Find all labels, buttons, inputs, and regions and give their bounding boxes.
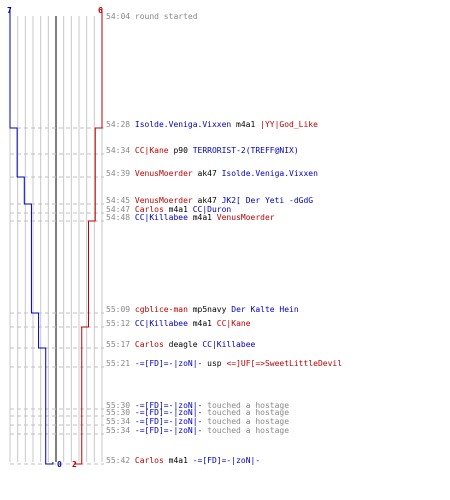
event-message: touched a hostage <box>202 408 290 417</box>
weapon-name: ak47 <box>192 169 222 178</box>
ct-player-name: -=[FD]=-|zoN|- <box>134 359 203 368</box>
ct-player-name: CC|Killabee <box>134 319 188 328</box>
t-start-count: 6 <box>98 6 103 15</box>
ct-player-name: Der Kalte Hein <box>231 305 299 314</box>
t-player-name: cgblice-man <box>134 305 188 314</box>
event-row: 55:30 -=[FD]=-|zoN|- touched a hostage <box>106 401 289 410</box>
event-row: 55:34 -=[FD]=-|zoN|- touched a hostage <box>106 417 289 426</box>
ct-player-name: -=[FD]=-|zoN|- <box>134 408 203 417</box>
weapon-name: m4a1 <box>163 456 193 465</box>
event-row: 55:09 cgblice-man mp5navy Der Kalte Hein <box>106 305 299 314</box>
event-row: 54:04 round started <box>106 12 198 21</box>
event-row: 55:34 -=[FD]=-|zoN|- touched a hostage <box>106 426 289 435</box>
ct-player-name: Isolde.Veniga.Vixxen <box>221 169 318 178</box>
ct-player-name: -=[FD]=-|zoN|- <box>134 401 203 410</box>
event-time: 54:48 <box>106 213 135 222</box>
event-time: 54:39 <box>106 169 135 178</box>
event-row: 55:21 -=[FD]=-|zoN|- usp <=]UF[=>SweetLi… <box>106 359 342 368</box>
event-time: 54:28 <box>106 120 135 129</box>
ct-player-name: -=[FD]=-|zoN|- <box>192 456 261 465</box>
team-step-lines <box>9 8 103 465</box>
ct-player-name: -=[FD]=-|zoN|- <box>134 426 203 435</box>
ct-end-count: 0 <box>57 460 62 469</box>
event-time: 55:12 <box>106 319 135 328</box>
t-player-name: CC|Kane <box>134 146 169 155</box>
t-alive-step-line <box>74 8 103 465</box>
t-player-name: Carlos <box>134 205 164 214</box>
event-row: 54:39 VenusMoerder ak47 Isolde.Veniga.Vi… <box>106 169 318 178</box>
t-player-name: <=]UF[=>SweetLittleDevil <box>226 359 343 368</box>
weapon-name: m4a1 <box>231 120 261 129</box>
event-time: 55:30 <box>106 408 135 417</box>
ct-player-name: -=[FD]=-|zoN|- <box>134 417 203 426</box>
event-message: round started <box>134 12 198 21</box>
weapon-name: m4a1 <box>163 205 193 214</box>
ct-alive-step-line <box>9 8 54 465</box>
event-row: 54:48 CC|Killabee m4a1 VenusMoerder <box>106 213 275 222</box>
t-player-name: Carlos <box>134 340 164 349</box>
t-end-count: 2 <box>72 460 77 469</box>
event-time: 55:34 <box>106 417 135 426</box>
weapon-name: p90 <box>168 146 193 155</box>
weapon-name: m4a1 <box>187 213 217 222</box>
event-time: 55:30 <box>106 401 135 410</box>
weapon-name: deagle <box>163 340 203 349</box>
event-time: 55:42 <box>106 456 135 465</box>
ct-start-count: 7 <box>7 6 12 15</box>
event-time: 55:09 <box>106 305 135 314</box>
ct-player-name: JK2[ Der Yeti -dGdG <box>221 196 314 205</box>
ct-player-name: CC|Duron <box>192 205 232 214</box>
weapon-name: m4a1 <box>187 319 217 328</box>
event-time: 55:17 <box>106 340 135 349</box>
ct-player-name: CC|Killabee <box>202 340 256 349</box>
event-time: 54:45 <box>106 196 135 205</box>
t-player-name: VenusMoerder <box>134 196 193 205</box>
ct-player-name: Isolde.Veniga.Vixxen <box>134 120 232 129</box>
event-time: 55:21 <box>106 359 135 368</box>
event-row: 55:12 CC|Killabee m4a1 CC|Kane <box>106 319 251 328</box>
ct-player-name: CC|Killabee <box>134 213 188 222</box>
t-player-name: |YY|God_Like <box>260 120 318 129</box>
ct-player-name: TERRORIST-2(TREFF@NIX) <box>192 146 299 155</box>
event-message: touched a hostage <box>202 401 290 410</box>
weapon-name: usp <box>202 359 227 368</box>
event-row: 55:30 -=[FD]=-|zoN|- touched a hostage <box>106 408 289 417</box>
event-time: 54:47 <box>106 205 135 214</box>
t-player-name: VenusMoerder <box>134 169 193 178</box>
weapon-name: ak47 <box>192 196 222 205</box>
event-row: 55:17 Carlos deagle CC|Killabee <box>106 340 255 349</box>
event-time: 54:34 <box>106 146 135 155</box>
event-row: 54:47 Carlos m4a1 CC|Duron <box>106 205 231 214</box>
event-message: touched a hostage <box>202 426 290 435</box>
event-row: 54:34 CC|Kane p90 TERRORIST-2(TREFF@NIX) <box>106 146 299 155</box>
event-row: 54:28 Isolde.Veniga.Vixxen m4a1 |YY|God_… <box>106 120 318 129</box>
t-player-name: Carlos <box>134 456 164 465</box>
weapon-name: mp5navy <box>187 305 232 314</box>
t-player-name: VenusMoerder <box>216 213 275 222</box>
event-time: 55:34 <box>106 426 135 435</box>
grid-lines <box>9 16 103 462</box>
event-message: touched a hostage <box>202 417 290 426</box>
event-row: 55:42 Carlos m4a1 -=[FD]=-|zoN|- <box>106 456 260 465</box>
t-player-name: CC|Kane <box>216 319 251 328</box>
event-row: 54:45 VenusMoerder ak47 JK2[ Der Yeti -d… <box>106 196 313 205</box>
event-time: 54:04 <box>106 12 135 21</box>
